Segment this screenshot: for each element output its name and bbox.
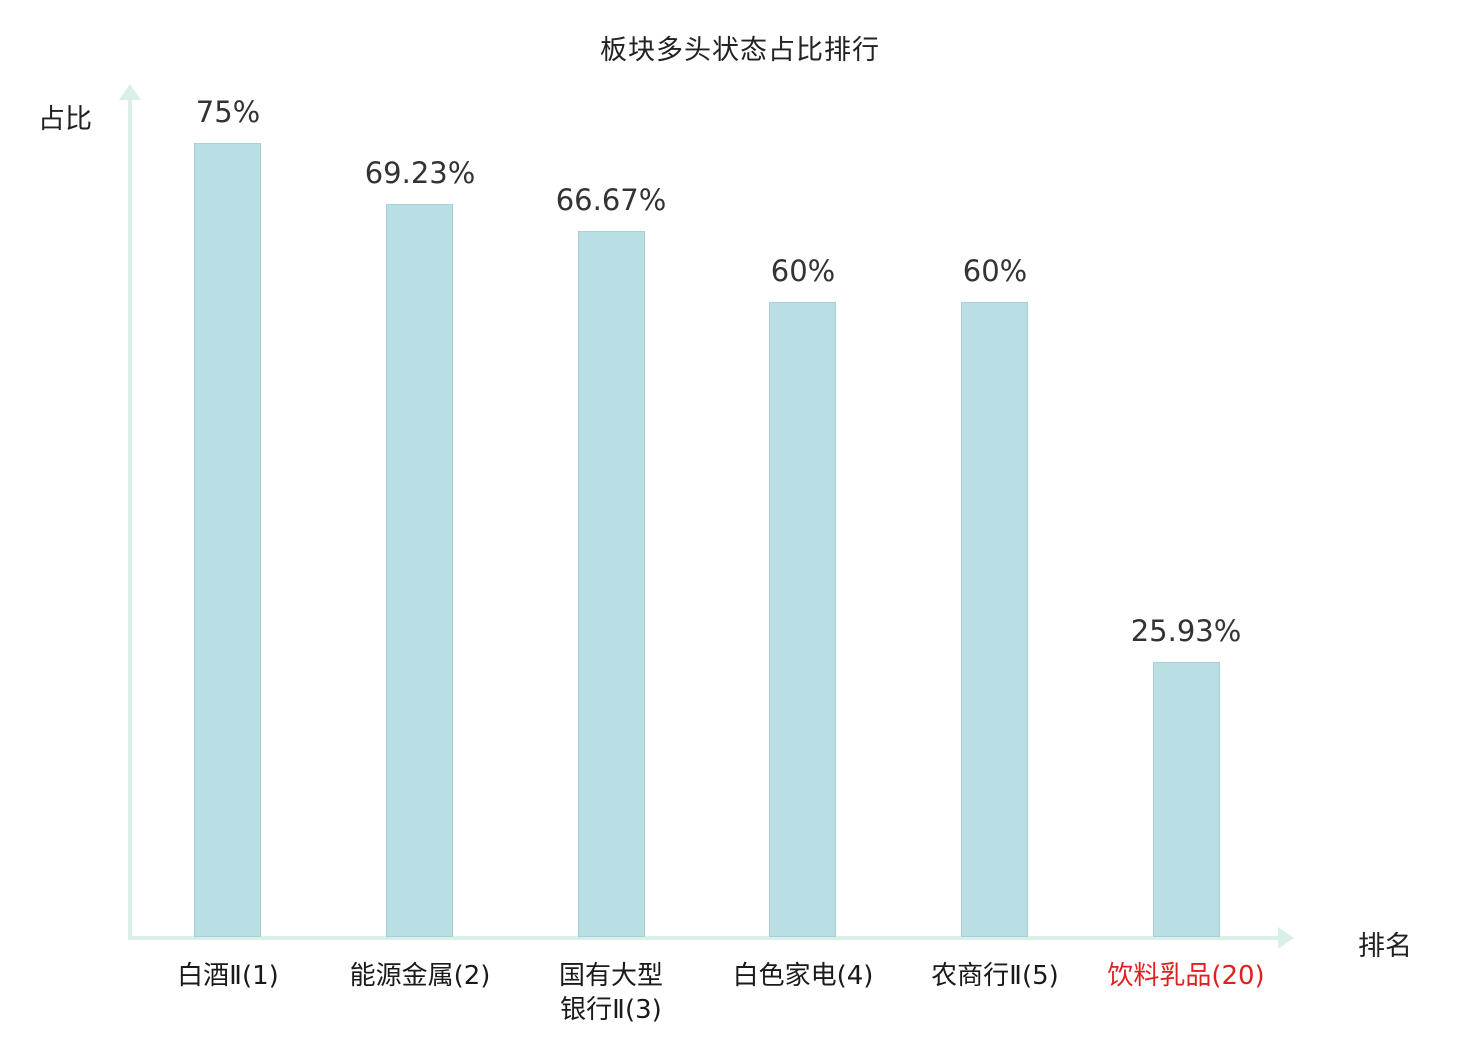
bar-category-label: 饮料乳品(20) [1107,961,1265,991]
bar [1153,662,1220,937]
bar-value-label: 60% [770,254,836,288]
x-axis-label: 排名 [1358,931,1412,962]
bar-value-label: 60% [962,254,1028,288]
bar-category-label: 农商行Ⅱ(5) [931,961,1059,991]
bar-value-label: 69.23% [364,156,476,190]
x-axis-line [128,936,1280,940]
bar [386,204,453,937]
y-axis-line [128,96,132,940]
x-axis-arrow-icon [1278,927,1294,949]
bar-value-label: 75% [195,95,261,129]
bar [194,143,261,937]
bar-value-label: 66.67% [555,183,667,217]
chart-title: 板块多头状态占比排行 [600,35,880,66]
y-axis-label: 占比 [38,104,92,135]
bar [769,302,836,937]
bar-category-label: 白色家电(4) [732,961,874,991]
bar-category-label: 国有大型 银行Ⅱ(3) [558,961,663,1025]
bar [961,302,1028,937]
y-axis-arrow-icon [119,84,141,100]
bar-value-label: 25.93% [1130,614,1242,648]
bar-category-label: 白酒Ⅱ(1) [177,961,279,991]
bar-category-label: 能源金属(2) [349,961,491,991]
plot-area: 75% 69.23% 66.67% 60% 60% 25.93% [132,90,1282,937]
bar [578,231,645,937]
